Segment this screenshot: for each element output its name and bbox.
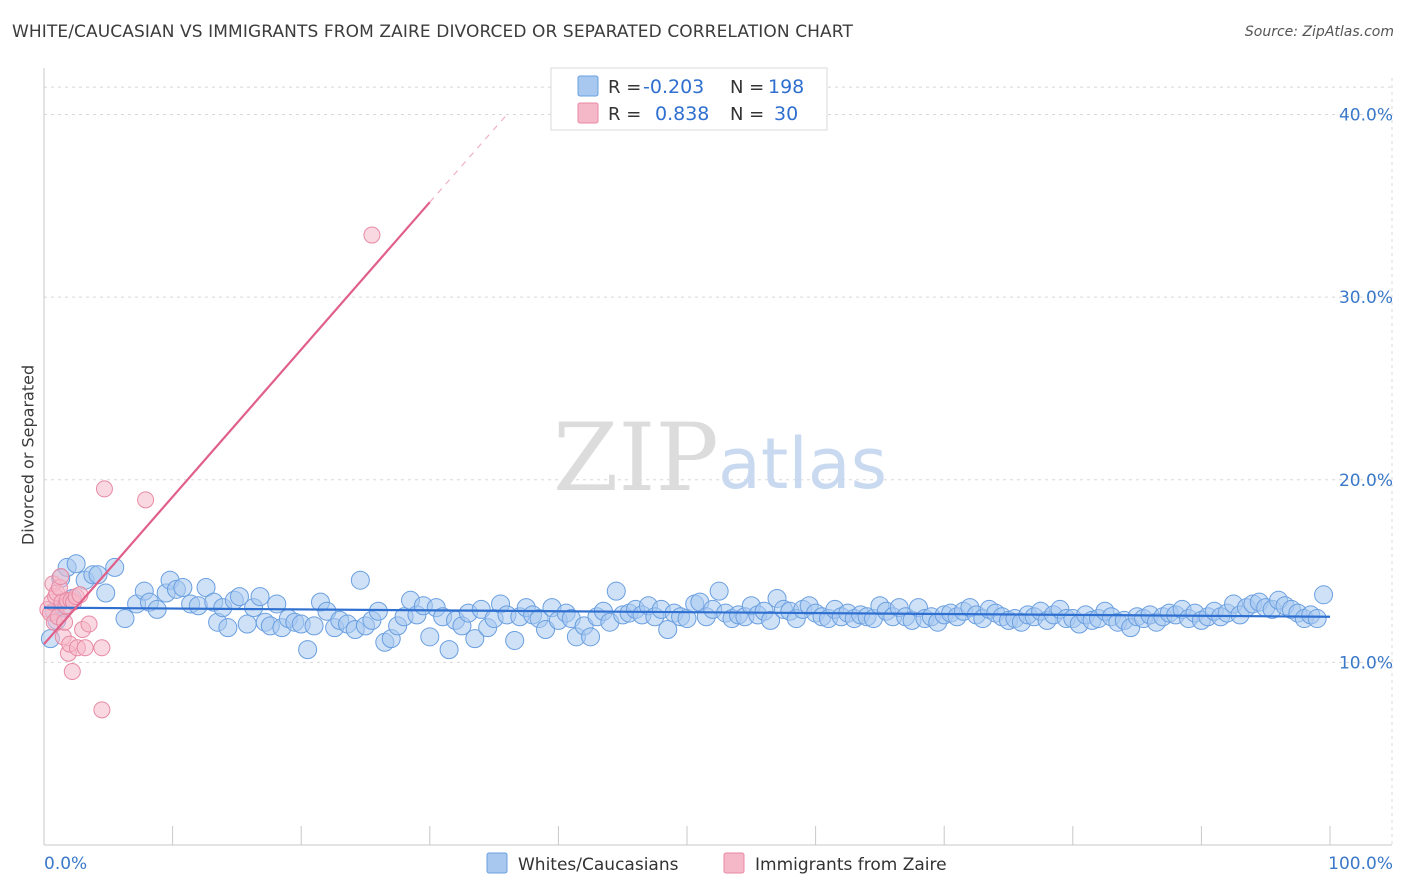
data-point-whites xyxy=(1314,585,1334,605)
data-point-whites xyxy=(1307,609,1327,629)
series-legend-label-zaire: Immigrants from Zaire xyxy=(755,855,947,875)
trendline-whites xyxy=(43,606,1331,618)
whites-caucasians-points xyxy=(40,554,1334,660)
data-point-zaire xyxy=(63,663,81,681)
data-point-whites xyxy=(229,587,249,607)
data-point-whites xyxy=(66,554,86,574)
data-point-whites xyxy=(304,616,324,636)
data-point-whites xyxy=(105,557,125,577)
data-point-whites xyxy=(536,620,556,640)
correlation-legend: R = -0.203 N = 198 R = 0.838 N = 30 xyxy=(550,67,828,131)
trendlines xyxy=(43,114,1331,645)
legend-n-value-1: 198 xyxy=(768,76,804,98)
data-point-whites xyxy=(465,629,485,649)
data-point-whites xyxy=(471,599,491,619)
data-point-whites xyxy=(218,618,238,638)
x-tick-label-max: 100.0% xyxy=(1328,854,1393,874)
data-point-zaire xyxy=(76,639,94,657)
watermark-zip: ZIP xyxy=(553,404,719,513)
axes xyxy=(43,68,1392,846)
chart-title: WHITE/CAUCASIAN VS IMMIGRANTS FROM ZAIRE… xyxy=(12,22,853,42)
data-point-whites xyxy=(250,587,270,607)
data-point-whites xyxy=(368,601,388,621)
data-point-whites xyxy=(298,640,318,660)
trendline-zaire-extension xyxy=(429,114,508,203)
y-tick-label: 40.0% xyxy=(1339,106,1393,126)
data-point-whites xyxy=(709,581,729,601)
zaire-immigrants-points xyxy=(39,226,381,719)
x-tick-label-min: 0.0% xyxy=(44,854,87,874)
legend-r-label-2: R = xyxy=(608,104,641,125)
legend-n-label-2: N = xyxy=(730,104,764,125)
series-legend-label-whites: Whites/Caucasians xyxy=(518,855,679,875)
legend-r-label-1: R = xyxy=(608,77,641,98)
y-tick-label: 30.0% xyxy=(1339,288,1393,308)
y-tick-label: 10.0% xyxy=(1339,653,1393,673)
data-point-zaire xyxy=(137,491,155,509)
legend-n-label-1: N = xyxy=(730,77,764,98)
data-point-whites xyxy=(317,601,337,621)
watermark-atlas: atlas xyxy=(718,423,887,505)
trendline-zaire xyxy=(43,201,431,645)
data-point-whites xyxy=(188,596,208,616)
series-legend-swatch-pink xyxy=(723,852,745,874)
legend-r-value-1: -0.203 xyxy=(643,76,704,98)
legend-n-value-2: 30 xyxy=(774,103,798,125)
data-point-whites xyxy=(677,609,697,629)
data-point-zaire xyxy=(363,226,381,244)
data-point-zaire xyxy=(95,480,113,498)
legend-swatch-blue xyxy=(577,75,599,97)
y-tick-label: 20.0% xyxy=(1339,471,1393,491)
data-point-whites xyxy=(350,570,370,590)
data-point-whites xyxy=(420,627,440,647)
data-point-whites xyxy=(658,620,678,640)
data-point-whites xyxy=(581,627,601,647)
source-credit: Source: ZipAtlas.com xyxy=(1244,24,1394,40)
data-point-whites xyxy=(196,578,216,598)
series-legend-swatch-blue xyxy=(486,852,508,874)
tick-labels: 10.0% 20.0% 30.0% 40.0% 0.0% 100.0% xyxy=(44,106,1393,874)
data-point-whites xyxy=(96,583,116,603)
data-point-whites xyxy=(606,581,626,601)
data-point-zaire xyxy=(93,639,111,657)
data-point-whites xyxy=(237,614,257,634)
legend-swatch-pink xyxy=(577,102,599,124)
series-legend: Whites/Caucasians Immigrants from Zaire xyxy=(486,852,947,875)
data-point-whites xyxy=(761,610,781,630)
data-point-whites xyxy=(115,609,135,629)
watermark: ZIP atlas xyxy=(553,404,887,513)
data-point-whites xyxy=(505,630,525,650)
data-point-zaire xyxy=(52,568,70,586)
data-point-whites xyxy=(173,578,193,598)
data-point-zaire xyxy=(80,615,98,633)
data-point-zaire xyxy=(93,701,111,719)
legend-r-value-2: 0.838 xyxy=(655,103,709,125)
data-point-whites xyxy=(439,640,459,660)
